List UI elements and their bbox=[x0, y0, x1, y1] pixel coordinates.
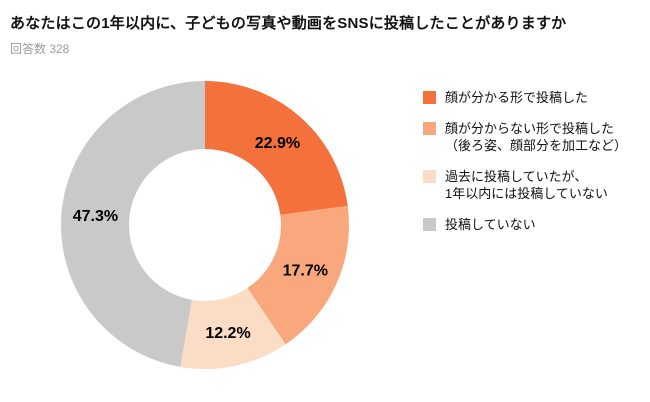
donut-segment bbox=[61, 81, 206, 367]
legend-swatch-peach bbox=[423, 169, 436, 183]
segment-percentage-label: 12.2% bbox=[205, 325, 250, 342]
segment-percentage-label: 22.9% bbox=[255, 135, 300, 152]
chart-content: 22.9% 17.7% 12.2% 47.3% 顔が分かる形で投稿した 顔が分からない… bbox=[0, 75, 650, 375]
donut-segment bbox=[180, 288, 286, 369]
donut-chart: 22.9% 17.7% 12.2% 47.3% bbox=[61, 81, 349, 369]
legend-item: 過去に投稿していたが、 1年以内には投稿していない bbox=[423, 168, 627, 203]
chart-title: あなたはこの1年以内に、子どもの写真や動画をSNSに投稿したことがありますか bbox=[10, 15, 567, 32]
segment-percentage-label: 17.7% bbox=[283, 263, 328, 280]
legend-label: 顔が分かる形で投稿した bbox=[445, 90, 589, 105]
legend-item: 顔が分からない形で投稿した （後ろ姿、顔部分を加工など） bbox=[423, 120, 627, 155]
response-count: 回答数 328 bbox=[10, 42, 70, 56]
donut-segment bbox=[205, 81, 348, 215]
legend-label: 顔が分からない形で投稿した （後ろ姿、顔部分を加工など） bbox=[445, 120, 628, 154]
legend-label: 過去に投稿していたが、 1年以内には投稿していない bbox=[445, 168, 608, 202]
legend-item: 顔が分かる形で投稿した bbox=[423, 89, 627, 107]
legend-item: 投稿していない bbox=[423, 216, 627, 234]
legend-label: 投稿していない bbox=[445, 216, 536, 232]
chart-header: あなたはこの1年以内に、子どもの写真や動画をSNSに投稿したことがありますか 回… bbox=[0, 0, 650, 57]
legend: 顔が分かる形で投稿した 顔が分からない形で投稿した （後ろ姿、顔部分を加工など）… bbox=[423, 75, 627, 233]
legend-swatch-gray bbox=[423, 217, 436, 231]
segment-percentage-label: 47.3% bbox=[73, 208, 118, 225]
legend-swatch-orange bbox=[423, 91, 436, 104]
donut-chart-area: 22.9% 17.7% 12.2% 47.3% bbox=[55, 75, 355, 375]
donut-segment bbox=[247, 205, 349, 345]
legend-swatch-salmon bbox=[423, 121, 436, 135]
